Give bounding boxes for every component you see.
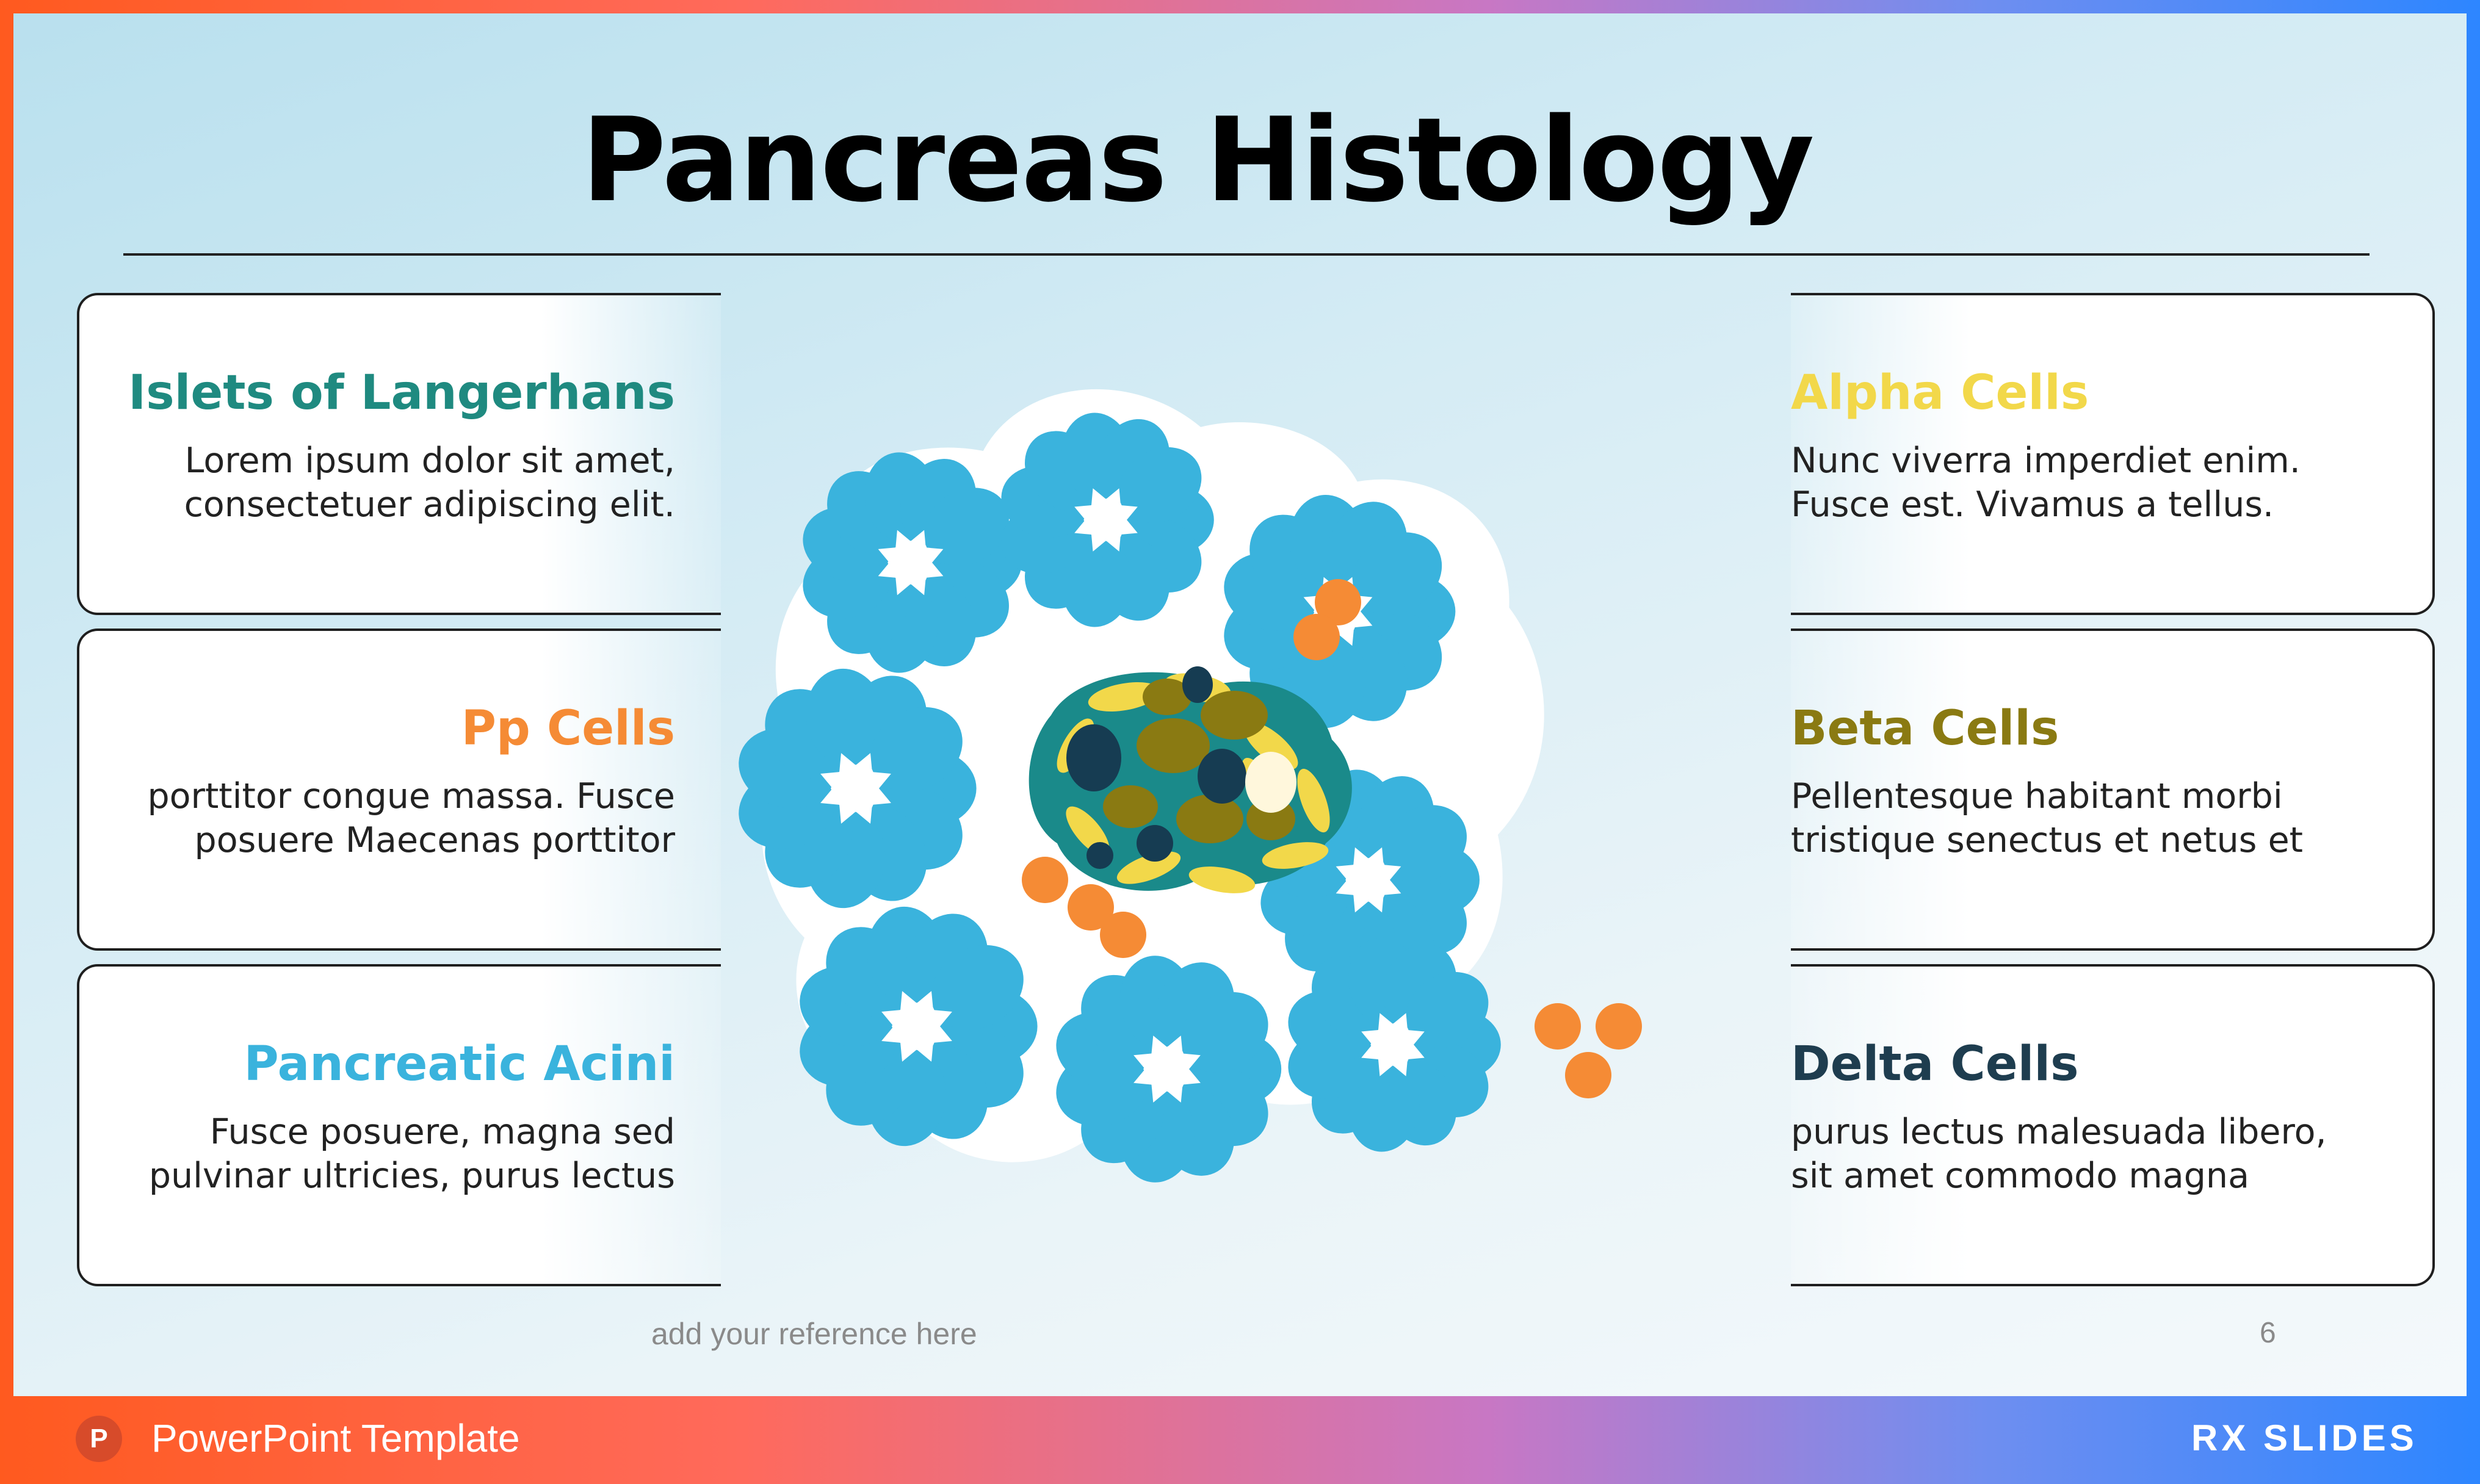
card-text-line: sit amet commodo magna	[1791, 1156, 2249, 1196]
alpha-cell	[1088, 682, 1161, 712]
card-beta-cells: Beta Cells Pellentesque habitant morbi t…	[1791, 629, 2435, 951]
card-text: purus lectus malesuada libero, sit amet …	[1791, 1110, 2340, 1198]
acinar-cell	[1118, 447, 1202, 524]
acinus-lumen	[1074, 488, 1138, 552]
footer-label: PowerPoint Template	[151, 1416, 520, 1460]
acinar-cell	[1180, 992, 1268, 1073]
alpha-cell	[1188, 866, 1256, 893]
title-divider	[123, 253, 2370, 256]
alpha-cell	[1116, 851, 1181, 884]
pp-cell	[1596, 1003, 1642, 1050]
beta-cell	[1176, 794, 1243, 843]
slide: Pancreas Histology Islets of Langerhans …	[13, 13, 2467, 1396]
pp-cell-group	[1022, 579, 1642, 1098]
card-pp-cells: Pp Cells porttitor congue massa. Fusce p…	[77, 629, 721, 951]
pp-cell	[1100, 912, 1146, 958]
card-heading: Pancreatic Acini	[244, 1037, 676, 1092]
card-alpha-cells: Alpha Cells Nunc viverra imperdiet enim.…	[1791, 293, 2435, 615]
card-text: porttitor congue massa. Fusce posuere Ma…	[126, 774, 675, 862]
acinus	[739, 668, 977, 909]
card-heading: Islets of Langerhans	[128, 366, 675, 420]
card-delta-cells: Delta Cells purus lectus malesuada liber…	[1791, 964, 2435, 1286]
acinar-cell	[1381, 805, 1467, 884]
acinar-cell	[1351, 532, 1442, 615]
card-text-line: Fusce posuere, magna sed	[209, 1112, 675, 1152]
acinus-lumen	[1361, 1013, 1425, 1076]
acinus-lumen	[820, 753, 891, 824]
card-text-line: tristique senectus et netus et	[1791, 820, 2304, 860]
card-text: Fusce posuere, magna sed pulvinar ultric…	[126, 1110, 675, 1198]
acinus	[1001, 412, 1214, 627]
footer-bar: P PowerPoint Template RX SLIDES	[0, 1396, 2480, 1484]
pp-cell	[1315, 579, 1361, 625]
card-text-line: purus lectus malesuada libero,	[1791, 1112, 2327, 1152]
page-title: Pancreas Histology	[581, 93, 1814, 228]
card-heading: Beta Cells	[1791, 701, 2059, 756]
page-number: 6	[2260, 1317, 2276, 1349]
delta-cell	[1182, 666, 1213, 703]
card-heading: Delta Cells	[1791, 1037, 2079, 1092]
card-islets-of-langerhans: Islets of Langerhans Lorem ipsum dolor s…	[77, 293, 721, 615]
delta-cell	[1137, 825, 1173, 862]
beta-cell	[1103, 785, 1158, 828]
pp-cell	[1293, 614, 1340, 660]
beta-cell	[1201, 691, 1268, 740]
card-text: Nunc viverra imperdiet enim. Fusce est. …	[1791, 439, 2340, 527]
pp-cell	[1565, 1052, 1611, 1098]
card-text-line: porttitor congue massa. Fusce	[147, 776, 675, 816]
pp-cell	[1022, 857, 1068, 903]
delta-cell	[1066, 724, 1121, 791]
acinus-lumen	[1336, 847, 1401, 913]
card-heading: Pp Cells	[461, 701, 675, 756]
card-text: Pellentesque habitant morbi tristique se…	[1791, 774, 2340, 862]
card-heading: Alpha Cells	[1791, 366, 2089, 420]
card-text-line: Pellentesque habitant morbi	[1791, 776, 2283, 816]
acinus-lumen	[1133, 1036, 1201, 1103]
alpha-cell	[1262, 842, 1329, 869]
card-text-line: Fusce est. Vivamus a tellus.	[1791, 484, 2274, 525]
card-text-line: Lorem ipsum dolor sit amet,	[184, 441, 675, 481]
pp-cell	[1535, 1003, 1581, 1050]
beta-cell	[1143, 679, 1191, 715]
reference-note: add your reference here	[651, 1317, 977, 1351]
card-pancreatic-acini: Pancreatic Acini Fusce posuere, magna se…	[77, 964, 721, 1286]
acinus-lumen	[881, 991, 952, 1062]
acinus	[803, 452, 1022, 673]
islet-of-langerhans	[1029, 666, 1352, 893]
card-text: Lorem ipsum dolor sit amet, consectetuer…	[126, 439, 675, 527]
acinus	[800, 906, 1038, 1147]
delta-cell	[1198, 749, 1246, 804]
acinar-cell	[931, 945, 1024, 1030]
alpha-cell	[1297, 768, 1330, 833]
acinus-lumen	[878, 530, 944, 596]
acinus-group	[739, 412, 1501, 1183]
acinus	[1288, 937, 1501, 1152]
pp-cell	[1068, 884, 1114, 931]
rxslides-logo: RX SLIDES	[2191, 1417, 2418, 1458]
powerpoint-icon: P	[76, 1416, 131, 1462]
pancreas-histology-illustration	[739, 389, 1642, 1183]
card-text-line: posuere Maecenas porttitor	[194, 820, 675, 860]
acinus	[1056, 956, 1282, 1183]
card-text-line: pulvinar ultricies, purus lectus	[148, 1156, 675, 1196]
acinar-cell	[924, 488, 1009, 566]
acinus	[1260, 769, 1480, 990]
delta-cell	[1086, 842, 1113, 869]
islet-nucleus	[1245, 752, 1296, 813]
beta-cell	[1137, 718, 1210, 773]
card-text-line: consectetuer adipiscing elit.	[184, 484, 675, 525]
card-text-line: Nunc viverra imperdiet enim.	[1791, 441, 2301, 481]
acinar-cell	[870, 707, 963, 792]
acinar-cell	[1405, 971, 1489, 1048]
